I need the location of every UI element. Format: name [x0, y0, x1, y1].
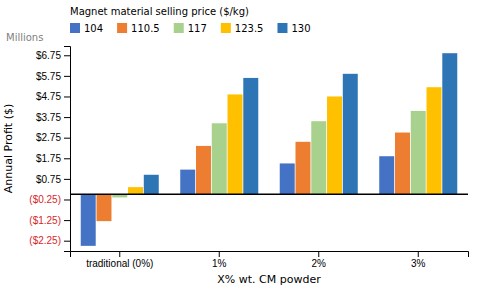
bar-series: [112, 111, 425, 198]
y-tick-mark: [64, 220, 70, 221]
y-tick-mark: [64, 76, 70, 77]
bar: [212, 123, 227, 194]
legend-label: 110.5: [131, 23, 160, 34]
x-tick: 2%: [312, 251, 327, 269]
bar: [180, 170, 195, 195]
x-tick: 3%: [411, 251, 426, 269]
x-tick: 1%: [212, 251, 227, 269]
bar: [379, 156, 394, 194]
y-tick-label: $4.75: [36, 91, 61, 102]
y-tick-label: $5.75: [36, 71, 61, 82]
x-tick-label: 2%: [312, 258, 327, 269]
y-tick-mark: [64, 138, 70, 139]
y-tick: $2.75: [36, 132, 70, 143]
y-tick: $5.75: [36, 71, 70, 82]
y-tick: $1.75: [36, 153, 70, 164]
x-axis-title: X% wt. CM powder: [217, 273, 321, 286]
y-tick: ($2.25): [29, 235, 70, 246]
y-tick-label: ($0.25): [29, 194, 61, 205]
legend-swatch: [117, 23, 127, 33]
x-tick-label: traditional (0%): [86, 258, 153, 269]
bar: [327, 96, 342, 194]
bar: [128, 187, 143, 194]
y-axis: ($2.25) ($1.25) ($0.25) $0.75 $1.75 $2.75 $3.7…: [29, 47, 70, 252]
y-tick: $6.75: [36, 50, 70, 61]
legend-item: 123.5: [221, 23, 264, 34]
zero-line: [70, 194, 468, 196]
y-axis-title: Annual Profit ($): [2, 104, 15, 194]
y-tick-label: $2.75: [36, 132, 61, 143]
y-tick-label: $6.75: [36, 50, 61, 61]
y-tick-label: $0.75: [36, 174, 61, 185]
legend: Magnet material selling price ($/kg) 104 1…: [70, 6, 311, 34]
x-tick-mark: [119, 251, 120, 257]
y-tick: $0.75: [36, 174, 70, 185]
x-tick: traditional (0%): [86, 251, 153, 269]
y-tick-mark: [64, 179, 70, 180]
legend-label: 104: [84, 23, 103, 34]
bar: [81, 194, 96, 246]
annotation: Millions: [6, 32, 43, 43]
y-tick-mark: [64, 241, 70, 242]
legend-label: 130: [291, 23, 310, 34]
x-tick-label: 3%: [411, 258, 426, 269]
bar: [280, 163, 295, 194]
bar: [296, 142, 311, 195]
y-tick-label: ($1.25): [29, 215, 61, 226]
x-axis-line: [71, 252, 469, 258]
x-tick-mark: [318, 251, 319, 257]
y-tick-label: ($2.25): [29, 235, 61, 246]
bar: [243, 78, 258, 194]
plot-area: ($2.25) ($1.25) ($0.25) $0.75 $1.75 $2.75 $3.7…: [2, 47, 469, 287]
y-tick: $4.75: [36, 91, 70, 102]
chart: ($2.25) ($1.25) ($0.25) $0.75 $1.75 $2.75 $3.7…: [0, 0, 480, 289]
legend-item: 110.5: [117, 23, 160, 34]
y-tick-label: $3.75: [36, 112, 61, 123]
legend-label: 123.5: [235, 23, 264, 34]
legend-item: 104: [70, 23, 103, 34]
bar: [442, 53, 457, 194]
x-tick-mark: [418, 251, 419, 257]
bar: [144, 175, 159, 195]
x-tick-mark: [219, 251, 220, 257]
y-tick-mark: [64, 199, 70, 200]
legend-swatch: [277, 23, 287, 33]
bar: [196, 146, 211, 194]
legend-swatch: [174, 23, 184, 33]
x-tick-label: 1%: [212, 258, 227, 269]
y-tick-mark: [64, 158, 70, 159]
bar: [411, 111, 426, 194]
legend-item: 130: [277, 23, 310, 34]
bar: [343, 74, 358, 195]
y-axis-line: [64, 47, 71, 252]
bar: [427, 87, 442, 194]
legend-label: 117: [188, 23, 207, 34]
y-tick-mark: [64, 117, 70, 118]
legend-swatch: [70, 23, 80, 33]
bar-series: [144, 53, 457, 194]
y-tick: $3.75: [36, 112, 70, 123]
legend-item: 117: [174, 23, 207, 34]
x-axis: traditional (0%) 1% 2% 3%: [71, 251, 469, 269]
y-tick-mark: [64, 96, 70, 97]
bar: [395, 133, 410, 195]
bar: [228, 94, 243, 194]
legend-swatch: [221, 23, 231, 33]
legend-title: Magnet material selling price ($/kg): [70, 6, 249, 17]
y-tick: ($1.25): [29, 215, 70, 226]
bar: [311, 121, 326, 194]
y-tick: ($0.25): [29, 194, 70, 205]
y-tick-mark: [64, 55, 70, 56]
y-tick-label: $1.75: [36, 153, 61, 164]
bars: [81, 53, 458, 246]
bar-series: [128, 87, 441, 194]
bar: [97, 194, 112, 221]
